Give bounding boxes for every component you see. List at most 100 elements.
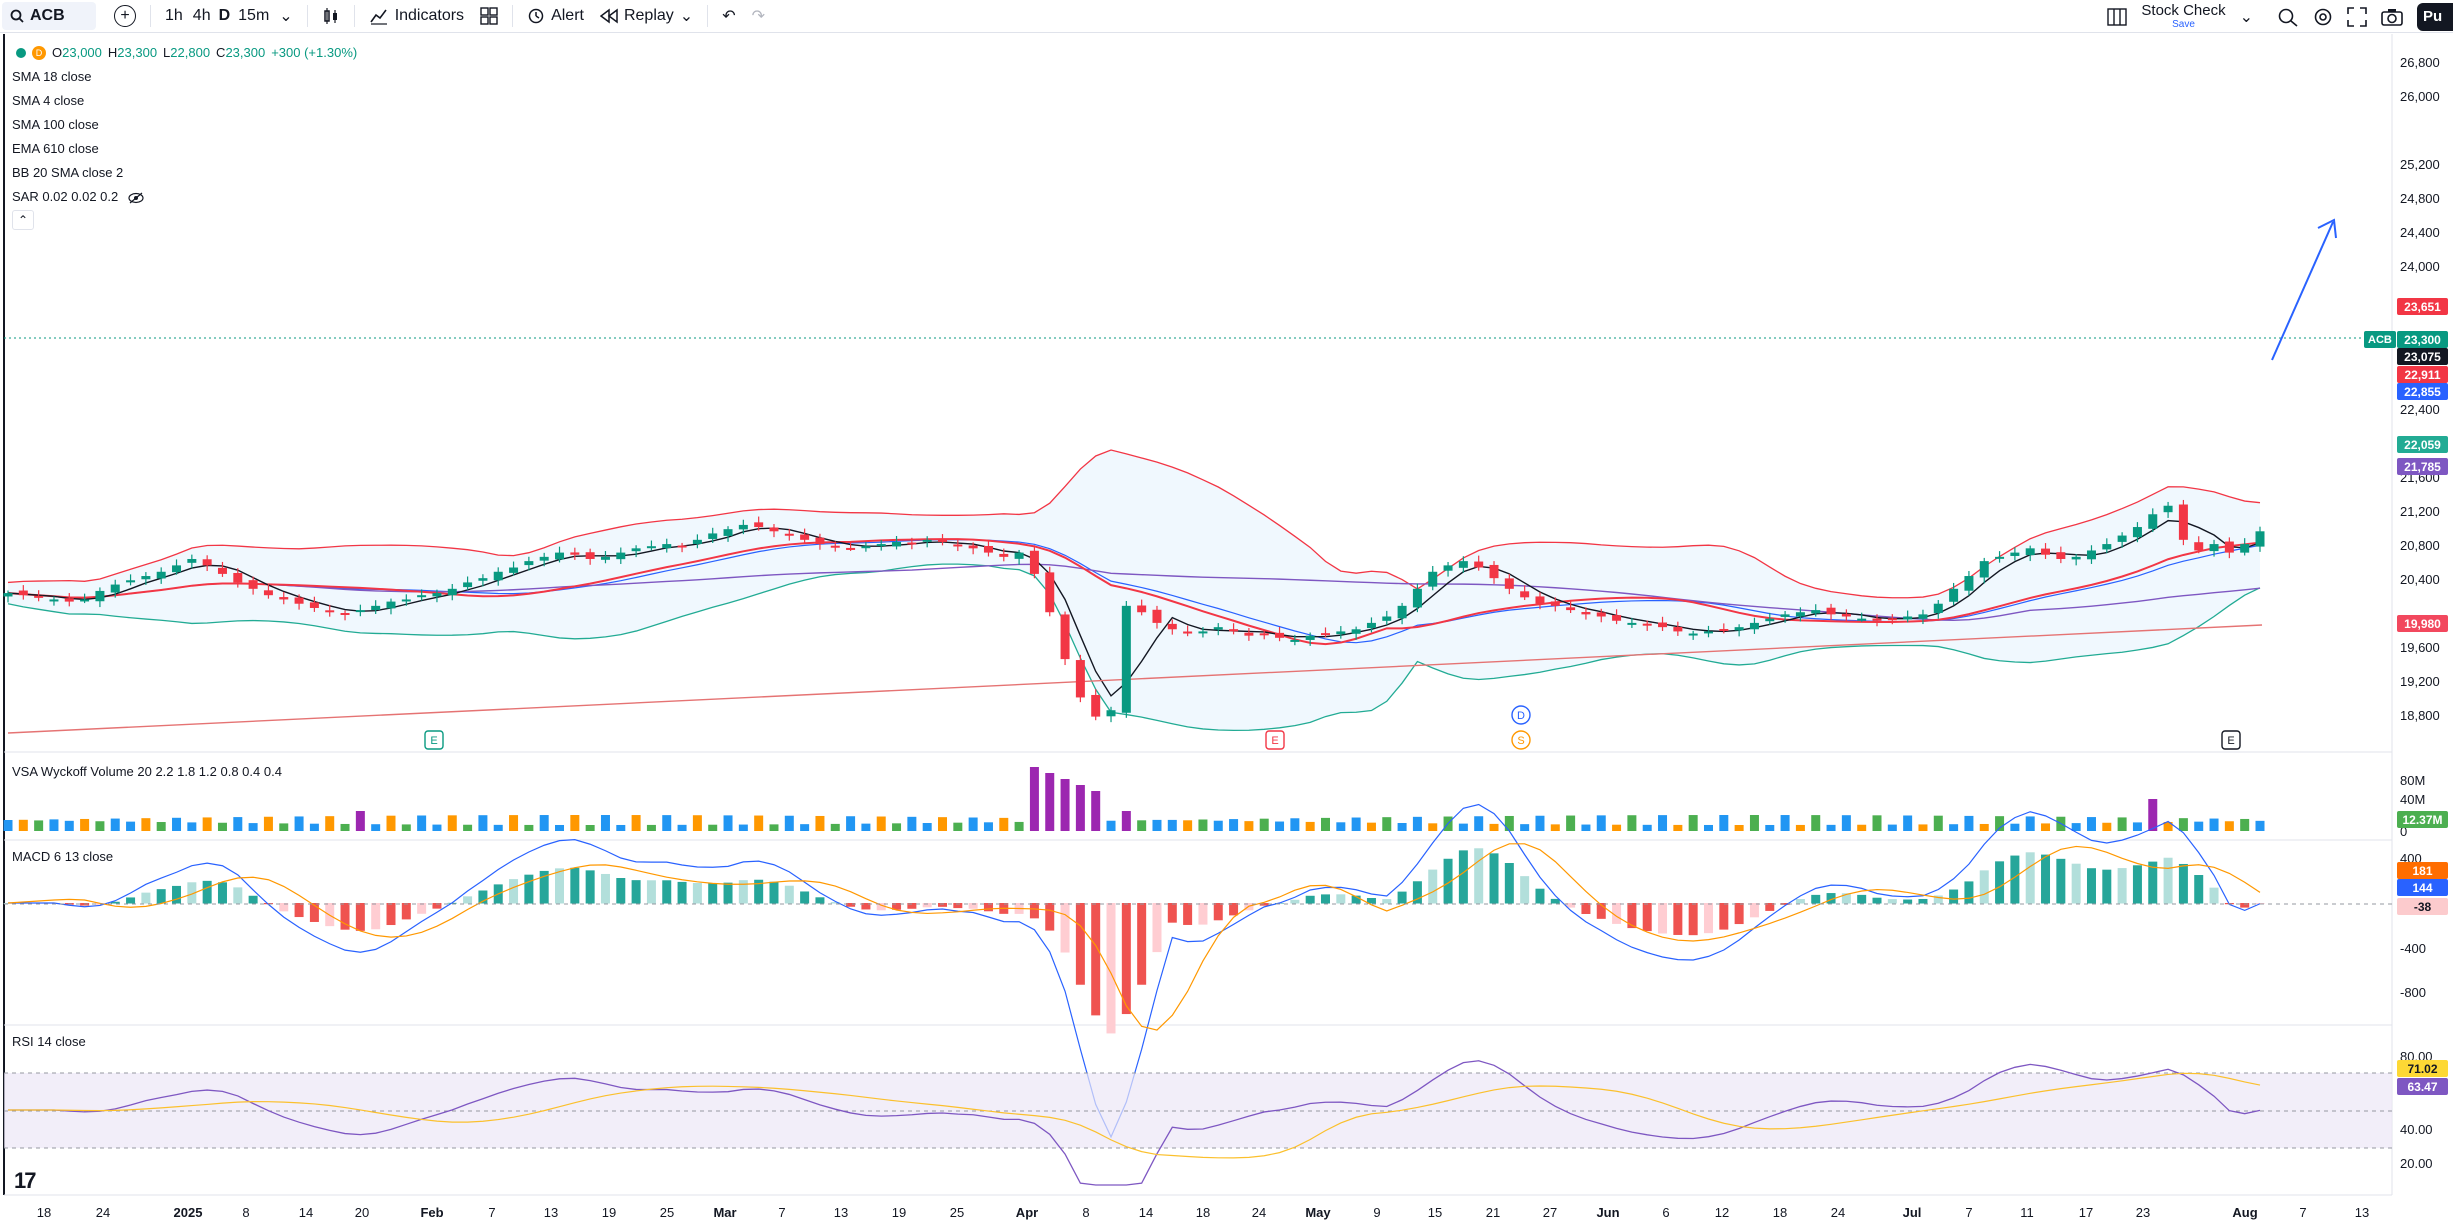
redo-button[interactable]: ↷ [744, 2, 773, 30]
candle-body [830, 545, 840, 548]
candle-body [1933, 603, 1943, 613]
quick-search-icon[interactable] [2277, 7, 2299, 27]
templates-button[interactable] [472, 2, 506, 30]
macd-hist-bar [723, 882, 733, 904]
macd-hist-bar [662, 880, 672, 904]
volume-bar [708, 824, 718, 831]
layout-icon[interactable] [2107, 7, 2128, 26]
legend-sma4[interactable]: SMA 4 close [12, 93, 85, 108]
candle-body [2148, 514, 2158, 529]
candle-body [248, 580, 258, 589]
legend-sma100[interactable]: SMA 100 close [12, 117, 99, 132]
close-value: 23,300 [225, 45, 266, 60]
layout-name[interactable]: Stock Check Save [2141, 3, 2225, 30]
macd-hist-bar [1137, 903, 1147, 985]
volume-bar [2209, 818, 2219, 831]
legend-sar[interactable]: SAR 0.02 0.02 0.2 [12, 190, 144, 204]
legend-ema610[interactable]: EMA 610 close [12, 141, 99, 156]
interval-dropdown[interactable]: ⌄ [271, 2, 300, 30]
volume-bar [187, 822, 197, 831]
publish-button[interactable]: Pu [2417, 2, 2453, 31]
legend-sma18[interactable]: SMA 18 close [12, 69, 92, 84]
candle-body [1336, 631, 1346, 635]
candle-body [1397, 605, 1407, 619]
volume-bar [1964, 815, 1974, 831]
volume-bar [447, 815, 457, 831]
macd-hist-bar [1566, 903, 1576, 908]
volume-bar [876, 816, 886, 831]
replay-button[interactable]: Replay ⌄ [592, 2, 701, 30]
macd-hist-bar [1979, 870, 1989, 904]
volume-bar [1305, 821, 1315, 831]
time-label: 9 [1373, 1205, 1381, 1220]
volume-bar [815, 815, 825, 831]
chart-canvas[interactable]: E E D S E [0, 34, 2453, 1223]
candle-body [1290, 639, 1300, 642]
volume-bar [555, 824, 565, 831]
macd-signal-line [7, 843, 2261, 1031]
candle-body [1106, 710, 1116, 717]
collapse-legend-button[interactable]: ⌃ [12, 210, 34, 230]
vol-axis-40m: 40M [2400, 792, 2426, 807]
eye-off-icon[interactable] [128, 192, 144, 204]
legend-bb[interactable]: BB 20 SMA close 2 [12, 165, 124, 180]
volume-bar [1581, 824, 1591, 831]
macd-hist-bar [600, 873, 610, 904]
chart-type-button[interactable] [314, 2, 348, 30]
candle-body [432, 593, 442, 597]
legend-rsi[interactable]: RSI 14 close [12, 1034, 86, 1049]
candle-body [279, 597, 289, 600]
volume-bar [846, 816, 856, 831]
indicators-button[interactable]: Indicators [361, 2, 472, 30]
volume-bar [3, 820, 13, 831]
macd-hist-bar [463, 896, 473, 904]
settings-icon[interactable] [2313, 7, 2333, 27]
candle-body [907, 542, 917, 545]
alert-button[interactable]: Alert [519, 2, 592, 30]
candle-body [1841, 613, 1851, 617]
volume-bar [294, 816, 304, 831]
interval-4h[interactable]: 4h [192, 7, 211, 24]
camera-icon[interactable] [2381, 7, 2403, 27]
volume-bar [1412, 816, 1422, 831]
candle-body [2010, 552, 2020, 556]
legend-macd[interactable]: MACD 6 13 close [12, 849, 114, 864]
interval-1h[interactable]: 1h [165, 7, 183, 24]
symbol-search[interactable]: ACB [2, 2, 96, 30]
macd-hist-bar [830, 902, 840, 904]
earnings-marker [424, 730, 444, 750]
tag-sma100: 21,785 [2397, 458, 2448, 475]
macd-hist-bar [1995, 861, 2005, 904]
macd-hist-bar [570, 867, 580, 904]
volume-bar [2102, 822, 2112, 831]
candle-body [1229, 629, 1239, 632]
candle-body [1382, 616, 1392, 621]
candle-body [1872, 618, 1882, 621]
undo-button[interactable]: ↶ [714, 2, 743, 30]
macd-hist-bar [1183, 903, 1193, 925]
interval-15m[interactable]: 15m [238, 7, 270, 24]
candle-body [493, 571, 503, 581]
compare-button[interactable]: + [106, 2, 144, 30]
candle-body [447, 588, 457, 596]
macd-hist-bar [279, 903, 289, 912]
macd-hist-bar [1443, 858, 1453, 904]
macd-hist-bar [2148, 861, 2158, 904]
volume-bar [1887, 824, 1897, 831]
tradingview-logo[interactable]: 17 [14, 1168, 37, 1193]
fullscreen-icon[interactable] [2347, 6, 2367, 27]
interval-d[interactable]: D [218, 7, 231, 24]
chevron-down-icon[interactable]: ⌄ [2239, 8, 2253, 26]
chevron-up-icon: ⌃ [17, 213, 29, 227]
legend-vsa[interactable]: VSA Wyckoff Volume 20 2.2 1.8 1.2 0.8 0.… [12, 764, 282, 779]
time-label: 7 [488, 1205, 496, 1220]
macd-hist-bar [2163, 857, 2173, 904]
volume-bar [2010, 823, 2020, 831]
macd-hist-bar [846, 903, 856, 907]
price-axis-label: 22,400 [2400, 402, 2440, 417]
undo-icon: ↶ [722, 8, 736, 25]
volume-bar [830, 823, 840, 831]
volume-bar [861, 823, 871, 831]
volume-bar [646, 824, 656, 831]
time-label: 25 [949, 1205, 965, 1220]
